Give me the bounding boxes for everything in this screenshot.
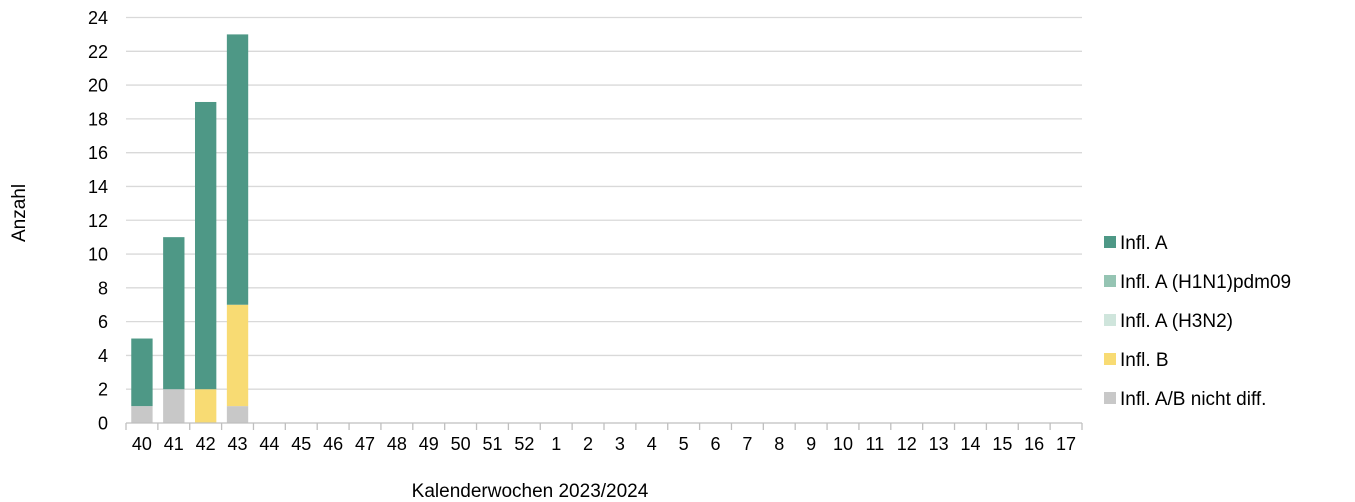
x-tick-label: 14 <box>960 434 980 454</box>
x-tick-label: 45 <box>291 434 311 454</box>
x-tick-label: 10 <box>833 434 853 454</box>
bar-segment <box>226 304 249 407</box>
x-tick-label: 17 <box>1056 434 1076 454</box>
x-tick-label: 47 <box>355 434 375 454</box>
bar-segment <box>226 34 249 305</box>
x-tick-label: 7 <box>742 434 752 454</box>
bar-segment <box>163 389 185 423</box>
x-axis-title: Kalenderwochen 2023/2024 <box>412 481 649 502</box>
x-tick-label: 41 <box>164 434 184 454</box>
y-tick-label: 24 <box>88 8 108 28</box>
y-tick-label: 18 <box>88 109 108 129</box>
x-tick-label: 42 <box>196 434 216 454</box>
legend-swatch <box>1104 314 1116 326</box>
y-tick-label: 10 <box>88 245 108 265</box>
bar-segment <box>131 406 153 423</box>
legend-label: Infl. A (H1N1)pdm09 <box>1120 272 1291 293</box>
x-tick-label: 9 <box>806 434 816 454</box>
bar-segment <box>194 389 217 423</box>
x-tick-label: 4 <box>647 434 657 454</box>
x-tick-label: 11 <box>866 434 885 454</box>
legend: Infl. A Infl. A (H1N1)pdm09 Infl. A (H3N2)… <box>1104 233 1291 410</box>
x-tick-label: 5 <box>679 434 689 454</box>
x-tick-label: 50 <box>451 434 471 454</box>
bar-segment <box>226 406 249 423</box>
x-tick-label: 49 <box>419 434 439 454</box>
y-tick-label: 20 <box>88 76 108 96</box>
y-tick-label: 6 <box>98 312 108 332</box>
legend-swatch <box>1104 236 1116 248</box>
legend-swatch <box>1104 392 1116 404</box>
x-tick-label: 8 <box>774 434 784 454</box>
y-tick-label: 14 <box>88 177 108 197</box>
y-tick-label: 4 <box>98 346 108 366</box>
y-axis-title: Anzahl <box>9 184 30 242</box>
y-tick-label: 2 <box>98 380 108 400</box>
y-tick-label: 12 <box>88 211 108 231</box>
bar-segment <box>194 101 217 390</box>
x-tick-label: 48 <box>387 434 407 454</box>
legend-label: Infl. A/B nicht diff. <box>1120 389 1266 410</box>
legend-swatch <box>1104 353 1116 365</box>
y-tick-label: 8 <box>98 278 108 298</box>
legend-label: Infl. A (H3N2) <box>1120 311 1233 332</box>
x-tick-label: 44 <box>259 434 279 454</box>
x-tick-label: 13 <box>929 434 949 454</box>
x-tick-label: 40 <box>132 434 152 454</box>
gridlines <box>126 16 1082 390</box>
x-tick-label: 52 <box>514 434 534 454</box>
x-tick-label: 43 <box>228 434 248 454</box>
legend-label: Infl. A <box>1120 233 1168 254</box>
x-tick-label: 2 <box>583 434 593 454</box>
y-tick-label: 16 <box>88 143 108 163</box>
bar-segment <box>163 237 185 390</box>
x-tick-label: 51 <box>482 434 502 454</box>
x-tick-label: 1 <box>551 434 561 454</box>
x-tick-label: 15 <box>992 434 1012 454</box>
x-tick-label: 46 <box>323 434 343 454</box>
legend-label: Infl. B <box>1120 350 1169 371</box>
x-tick-label: 3 <box>615 434 625 454</box>
x-axis: 40 41 42 43 44 45 46 47 48 49 50 51 52 1 2 3 4 5 6 7 8 9 10 11 1… <box>125 422 1083 454</box>
legend-swatch <box>1104 275 1116 287</box>
x-tick-label: 6 <box>711 434 721 454</box>
y-tick-label: 0 <box>98 414 108 434</box>
bars <box>131 34 249 423</box>
x-tick-label: 12 <box>897 434 917 454</box>
x-tick-label: 16 <box>1024 434 1044 454</box>
y-tick-label: 22 <box>88 42 108 62</box>
bar-segment <box>131 338 153 407</box>
